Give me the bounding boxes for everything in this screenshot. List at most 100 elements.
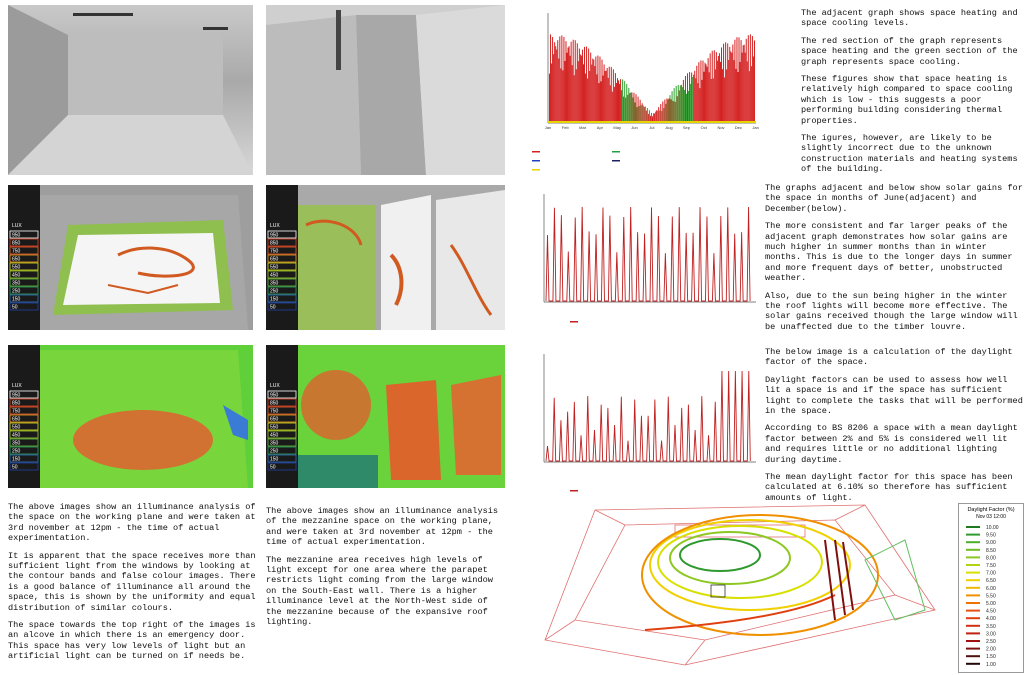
chart-texture	[606, 67, 608, 122]
chart-texture	[739, 61, 741, 122]
daylight-legend: Daylight Factor (%) Nov 03 12:00 10.00 9.…	[958, 503, 1024, 673]
chart-texture	[678, 90, 680, 122]
lux-label: 450	[12, 433, 21, 439]
legend-label: 9.00	[986, 540, 996, 546]
heating-text: The adjacent graph shows space heating a…	[801, 8, 1025, 182]
chart-texture	[555, 46, 557, 122]
lux-label: 950	[270, 393, 279, 399]
lux-swatch	[9, 414, 39, 423]
chart-texture	[735, 68, 737, 122]
chart-texture	[551, 63, 553, 122]
legend-label: 8.50	[986, 548, 996, 554]
chart-texture	[594, 66, 596, 122]
lux-swatch	[267, 270, 297, 279]
chart-texture	[649, 115, 651, 122]
chart-texture	[585, 73, 587, 122]
left-text: The above images show an illuminance ana…	[8, 502, 258, 669]
lux-swatch	[267, 422, 297, 431]
lux-label: 250	[12, 289, 21, 295]
lux-label: 150	[12, 297, 21, 303]
chart-texture	[658, 107, 660, 122]
lux-swatch	[267, 406, 297, 415]
lux-label: 250	[270, 289, 279, 295]
paragraph: Daylight factors can be used to assess h…	[765, 374, 1023, 417]
chart-texture	[752, 56, 754, 123]
chart-texture	[671, 91, 673, 122]
chart-texture	[727, 43, 729, 122]
chart-texture	[662, 101, 664, 122]
chart-texture	[553, 54, 555, 122]
chart-texture	[557, 40, 559, 122]
lux-label: 50	[12, 305, 18, 311]
lux-label: 150	[270, 297, 279, 303]
lux-label: 350	[270, 281, 279, 287]
chart-texture	[628, 87, 630, 122]
chart-texture	[593, 59, 595, 122]
chart-texture	[736, 37, 738, 122]
chart-texture	[564, 60, 566, 122]
lux-label: 750	[270, 249, 279, 255]
chart-texture	[647, 113, 649, 122]
lux-label: 50	[270, 305, 276, 311]
chart-texture	[664, 99, 666, 122]
chart-texture	[699, 88, 701, 122]
chart-texture	[700, 60, 702, 122]
lux-swatch	[267, 438, 297, 447]
chart-texture	[713, 50, 715, 122]
paragraph: These figures show that space heating is…	[801, 74, 1013, 126]
false-colour-drawing: LUX 950 850 750 650 550 450 350 250 150 50	[266, 345, 501, 488]
chart-texture	[690, 83, 692, 122]
chart-texture	[705, 64, 707, 122]
chart-texture	[717, 56, 719, 123]
chart-texture	[613, 86, 615, 122]
lux-swatch	[9, 270, 39, 279]
solar-text: The graphs adjacent and below show solar…	[765, 183, 1027, 339]
chart-texture	[746, 61, 748, 122]
chart-texture	[725, 42, 727, 122]
chart-texture	[694, 70, 696, 122]
legend-label: 6.00	[986, 586, 996, 592]
chart-texture	[554, 42, 556, 122]
chart-texture	[670, 99, 672, 122]
chart-texture	[668, 98, 670, 122]
chart-texture	[710, 78, 712, 122]
chart-texture	[637, 96, 639, 122]
legend-label: 2.50	[986, 639, 996, 645]
lux-legend: LUX 950 850 750 650 550 450 350 250 150 50	[9, 223, 39, 311]
month-label: Dec	[735, 125, 742, 130]
chart-texture	[576, 43, 578, 123]
chart-texture	[744, 52, 746, 122]
chart-texture	[587, 78, 589, 122]
chart-texture	[681, 87, 683, 122]
contour-image: LUX 950 850 750 650 550 450 350 250 150 50	[8, 185, 253, 330]
chart-texture	[572, 39, 574, 122]
chart-texture	[698, 62, 700, 122]
lux-label: 850	[270, 401, 279, 407]
chart-texture	[635, 94, 637, 122]
lux-swatch	[9, 302, 39, 311]
paragraph: The red section of the graph represents …	[801, 35, 1018, 67]
lux-swatch	[267, 462, 297, 471]
lux-label: 650	[12, 417, 21, 423]
chart-texture	[675, 85, 677, 122]
chart-texture	[648, 110, 650, 122]
month-label: Apr	[597, 125, 604, 130]
lux-label: 250	[12, 449, 21, 455]
middle-text: The above images show an illuminance ana…	[266, 506, 508, 634]
chart-texture	[654, 113, 656, 122]
lux-label: 750	[270, 409, 279, 415]
chart-texture	[680, 84, 682, 122]
lux-swatch	[267, 398, 297, 407]
chart-texture	[665, 103, 667, 122]
chart-texture	[562, 70, 564, 122]
chart-texture	[728, 59, 730, 122]
lux-swatch	[267, 390, 297, 399]
chart-texture	[704, 62, 706, 122]
lux-swatch	[267, 230, 297, 239]
lux-swatch	[267, 446, 297, 455]
chart-texture	[584, 46, 586, 122]
lux-legend: LUX 950 850 750 650 550 450 350 250 150 50	[267, 223, 297, 311]
chart-texture	[600, 81, 602, 122]
paragraph: According to BS 8206 a space with a mean…	[765, 423, 1018, 465]
